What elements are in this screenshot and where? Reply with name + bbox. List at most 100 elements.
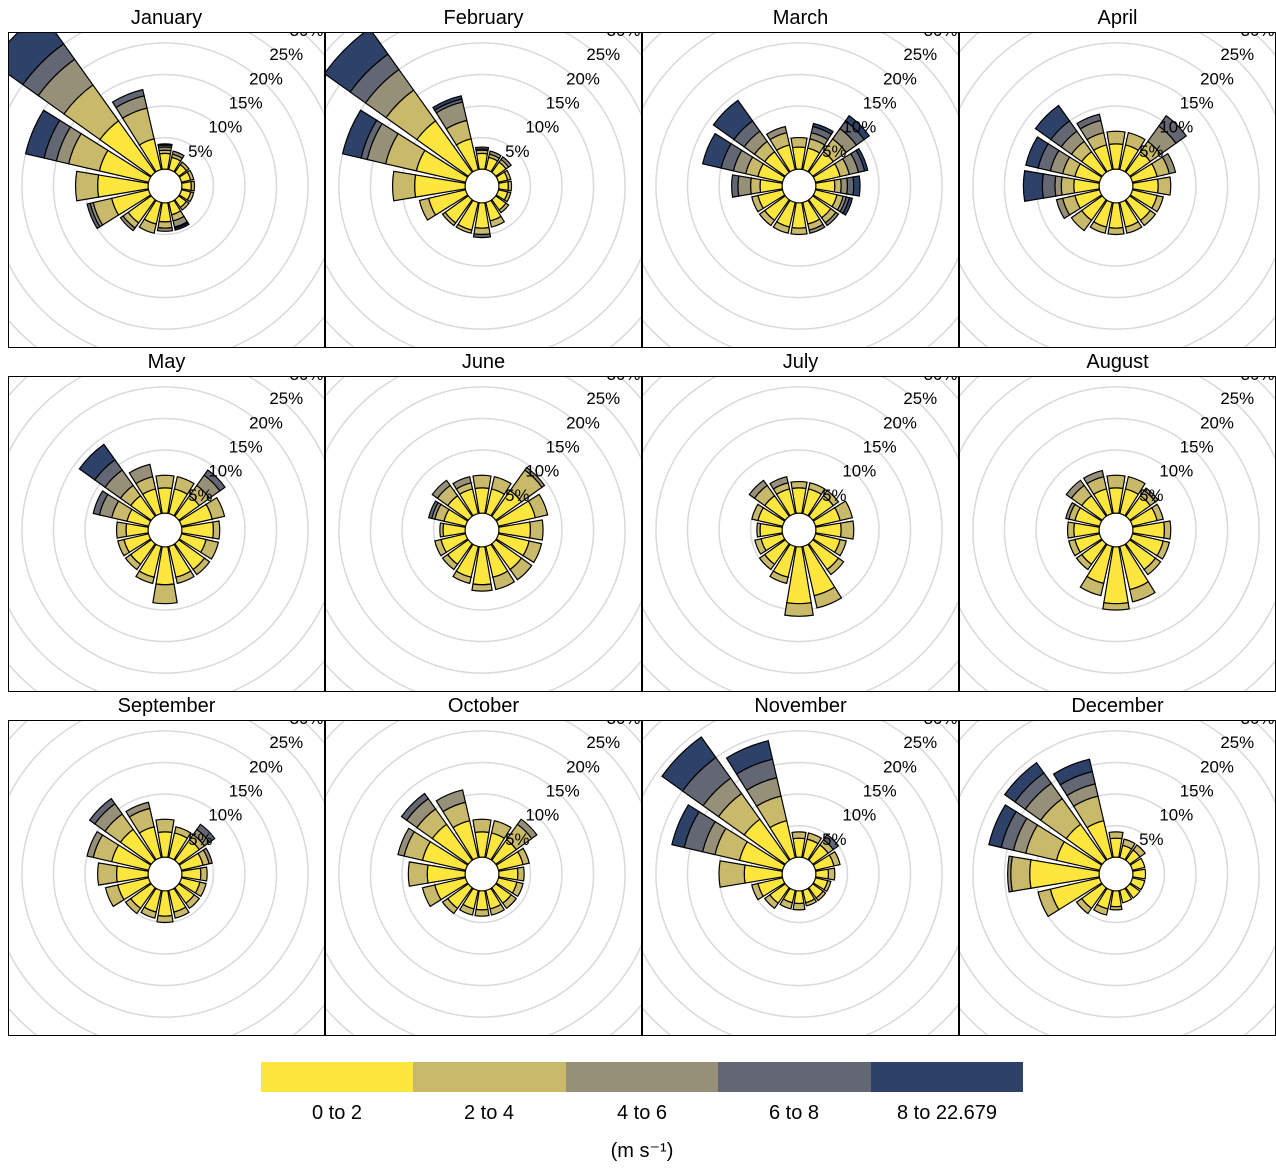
wedge-dir292.5-bin2 [1065, 501, 1076, 520]
wedge-dir90-bin1 [199, 866, 208, 882]
ring-label: 10% [842, 462, 876, 481]
wedge-dir135-bin1 [498, 202, 510, 214]
wedge-dir225-bin1 [441, 211, 457, 227]
grid-ring [84, 793, 246, 955]
wedge-dir90-bin4 [852, 175, 861, 197]
windrose-plot: 5% 10% 15% 20% 25% 30% [8, 32, 325, 348]
wedge-dir337.5-bin4 [1052, 758, 1094, 786]
wedge-dir202.5-bin1 [138, 218, 157, 234]
legend-swatch-3 [718, 1062, 871, 1092]
wedge-dir180-bin1 [156, 914, 174, 924]
ring-label: 20% [249, 757, 283, 776]
wedge-dir22.5-bin1 [490, 819, 512, 840]
wedge-dir270-bin1 [1010, 855, 1032, 893]
ring-label: 20% [249, 69, 283, 88]
wedge-dir67.5-bin1 [828, 850, 841, 867]
ring-label: 30% [924, 32, 958, 40]
ring-label: 25% [903, 733, 937, 752]
legend-swatch-4 [871, 1062, 1023, 1092]
wedge-dir135-bin2 [824, 211, 840, 227]
panel-title: July [782, 351, 819, 373]
wedge-dir22.5-bin1 [1124, 131, 1146, 152]
wedge-dir292.5-bin4 [1025, 136, 1049, 169]
wedge-dir22.5-bin1 [807, 482, 826, 496]
panel-title: March [772, 7, 829, 29]
ring-label: 25% [586, 733, 620, 752]
grid-ring [401, 793, 563, 955]
wedge-dir90-bin1 [1163, 520, 1172, 540]
wedge-dir315-bin4 [1034, 104, 1071, 141]
wedge-dir22.5-bin1 [1121, 838, 1136, 850]
wedge-dir45-bin3 [1157, 114, 1188, 145]
wedge-dir90-bin3 [846, 176, 855, 196]
wedge-dir315-bin4 [1003, 761, 1045, 803]
wedge-dir67.5-bin1 [503, 169, 512, 181]
wedge-dir45-bin3 [195, 823, 216, 844]
wedge-dir90-bin1 [516, 866, 525, 882]
wedge-dir112.5-bin1 [194, 881, 207, 898]
wedge-dir180-bin1 [157, 220, 173, 229]
wedge-dir157.5-bin1 [1124, 220, 1143, 234]
wedge-dir180-bin1 [792, 902, 806, 911]
ring-label: 15% [1180, 782, 1214, 801]
panel-october: October 5% 10% 15% 20% 25% 30% [325, 692, 642, 1036]
wedge-dir247.5-bin1 [421, 884, 442, 908]
ring-label: 30% [290, 720, 324, 728]
wedge-dir0-bin3 [474, 146, 490, 151]
ring-label: 25% [1220, 45, 1254, 64]
legend-swatch-1 [413, 1062, 566, 1092]
ring-label: 30% [924, 376, 958, 384]
grid-ring [686, 761, 912, 987]
grid-ring [1003, 761, 1229, 987]
wedge-dir180-bin1 [1107, 226, 1125, 236]
grid-ring [84, 449, 246, 611]
grid-ring [655, 730, 943, 1018]
wedge-dir270-bin1 [407, 861, 429, 887]
ring-label: 10% [1159, 462, 1193, 481]
grid-ring [338, 386, 626, 674]
wedge-dir135-bin1 [184, 893, 201, 910]
wedge-dir135-bin1 [509, 557, 533, 581]
wedge-dir315-bin4 [9, 33, 65, 86]
wedge-dir270-bin1 [391, 170, 417, 202]
wedge-dir337.5-bin3 [1076, 113, 1102, 130]
wedge-dir225-bin1 [758, 553, 776, 571]
grid-ring [401, 449, 563, 611]
wedge-dir225-bin1 [441, 553, 459, 571]
wedge-dir292.5-bin2 [397, 827, 415, 857]
wedge-dir337.5-bin2 [769, 475, 789, 490]
wedge-dir247.5-bin1 [418, 197, 437, 221]
wedge-dir67.5-bin0 [1129, 857, 1146, 871]
wedge-dir180-bin2 [156, 226, 174, 232]
wedge-dir202.5-bin1 [458, 903, 475, 916]
ring-label: 5% [188, 142, 212, 161]
wedge-dir337.5-bin3 [111, 88, 145, 109]
wedge-dir315-bin2 [431, 479, 452, 500]
wedge-dir225-bin1 [124, 897, 142, 915]
wedge-dir337.5-bin2 [435, 789, 467, 813]
wedge-dir22.5-bin1 [173, 475, 195, 496]
grid-ring [338, 42, 626, 330]
wedge-dir135-bin1 [826, 557, 845, 576]
wedge-dir225-bin1 [441, 897, 459, 915]
wedge-dir270-bin1 [1066, 521, 1076, 539]
panel-title: November [754, 695, 847, 717]
ring-label: 20% [883, 413, 917, 432]
panel-title: June [461, 351, 506, 373]
wedge-dir180-bin1 [474, 908, 490, 917]
ring-label: 5% [822, 830, 846, 849]
ring-label: 20% [1200, 413, 1234, 432]
ring-label: 30% [607, 376, 641, 384]
wedge-dir202.5-bin1 [135, 570, 155, 585]
ring-label: 5% [1139, 142, 1163, 161]
legend: 0 to 2 2 to 4 4 to 6 6 to 8 8 to 22.679 … [261, 1062, 1023, 1162]
ring-label: 15% [1180, 94, 1214, 113]
grid-ring [1003, 73, 1229, 299]
ring-label: 30% [924, 720, 958, 728]
ring-label: 5% [188, 830, 212, 849]
panel-december: December 5% 10% 15% 20% 25% 30% [959, 692, 1276, 1036]
wedge-dir337.5-bin2 [125, 801, 151, 818]
panel-may: May 5% 10% 15% 20% 25% 30% [8, 348, 325, 692]
wedge-dir157.5-bin4 [174, 221, 190, 231]
ring-label: 5% [505, 486, 529, 505]
